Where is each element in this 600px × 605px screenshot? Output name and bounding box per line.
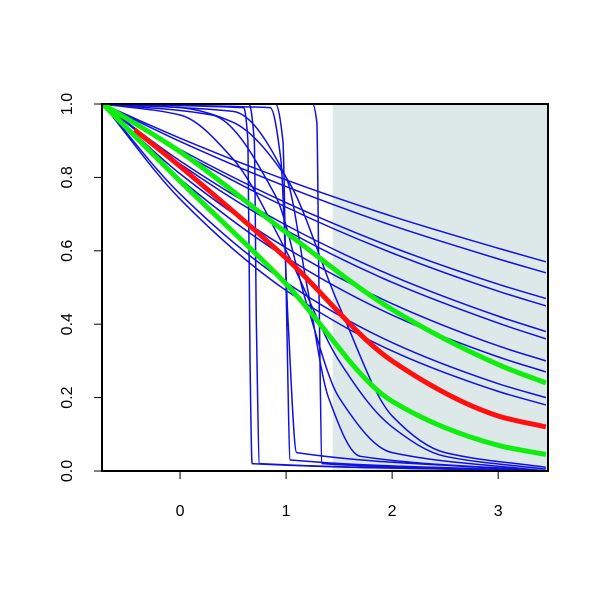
y-tick-label: 0.6 [59,240,76,262]
curve [132,127,547,430]
y-tick-label: 0.8 [59,166,76,188]
plot-frame [101,103,549,472]
curve [102,104,547,386]
curve [102,104,546,471]
x-tick-label: 2 [388,503,397,520]
curve [102,104,547,362]
x-tick-label: 3 [494,503,503,520]
curve [102,104,546,469]
plot-area [102,104,548,471]
curve [102,104,547,274]
y-tick-label: 0.2 [59,386,76,408]
curve [102,104,546,470]
y-tick-label: 0.0 [59,460,76,482]
shaded-region [332,104,548,471]
x-tick-label: 1 [282,503,291,520]
curve [102,104,546,471]
curve [102,104,547,333]
curve [102,104,547,263]
y-tick-label: 1.0 [59,93,76,115]
curve [102,104,547,406]
y-tick-label: 0.4 [59,313,76,335]
curve [102,104,547,457]
x-tick-label: 0 [176,503,185,520]
curve [102,104,547,399]
curve [102,104,546,471]
